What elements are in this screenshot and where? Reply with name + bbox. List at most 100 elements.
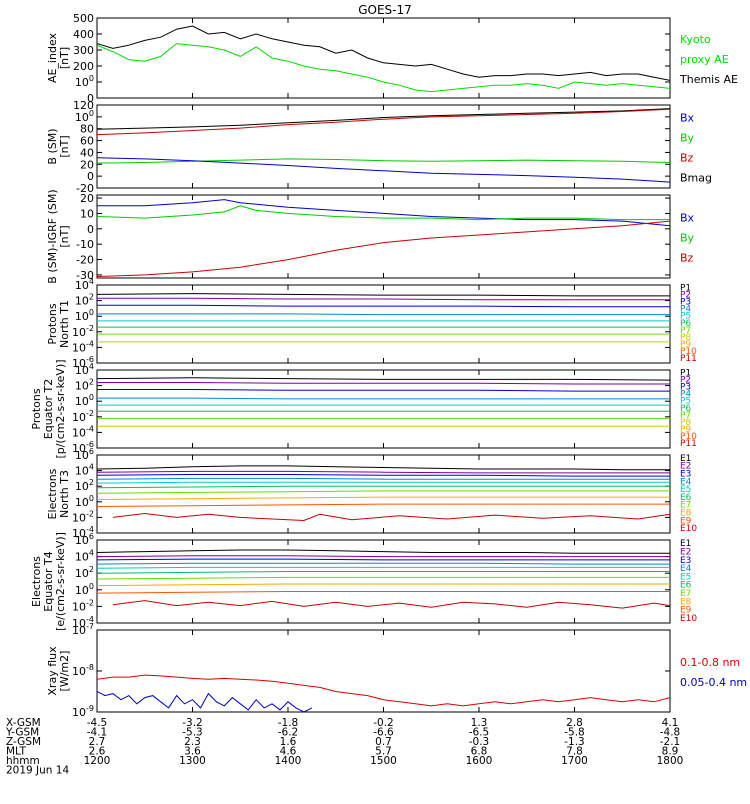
y-tick-label: 10-7 (72, 622, 94, 637)
series-line-by (97, 205, 670, 221)
series-line-p2 (97, 297, 670, 301)
y-tick-label: 0 (87, 170, 94, 183)
series-line-e4 (97, 562, 670, 565)
xaxis-row-value: 1400 (275, 755, 302, 767)
y-tick-label: 400 (73, 28, 94, 41)
series-line-e1 (97, 465, 670, 471)
y-axis-label: Electrons (30, 556, 43, 607)
series-line-p3 (97, 389, 670, 392)
legend-entry: P4 (680, 390, 691, 400)
xaxis-row-value: -4.5 (87, 717, 108, 729)
legend-entry: E3 (680, 469, 691, 479)
legend-entry: P9 (680, 340, 691, 350)
y-tick-label: 0 (87, 223, 94, 236)
legend-entry: E10 (680, 614, 697, 624)
legend-entry: P11 (680, 354, 697, 364)
y-axis-label: [nT] (58, 47, 71, 69)
legend-entry: P10 (680, 347, 697, 357)
xaxis-row-value: 4.6 (280, 746, 297, 758)
series-line-e10 (112, 512, 670, 522)
y-axis-label: [nT] (58, 225, 71, 247)
legend-entry: Bx (680, 112, 695, 125)
legend-entry: E9 (680, 606, 692, 616)
xaxis-row-value: -3.2 (182, 717, 203, 729)
y-tick-label: 10-2 (72, 509, 94, 524)
y-tick-label: 10-2 (72, 409, 94, 424)
panel-frame (96, 17, 671, 99)
panel-frame (96, 369, 671, 449)
xaxis-row-value: -6.6 (373, 727, 394, 739)
xaxis-row-value: 4.1 (662, 717, 679, 729)
legend-entry: P2 (680, 290, 691, 300)
legend-entry: E2 (680, 548, 691, 558)
xaxis-row-value: 1500 (370, 755, 397, 767)
series-line-e3 (97, 474, 670, 477)
legend-entry: P5 (680, 397, 691, 407)
y-tick-label: 104 (75, 549, 94, 564)
xaxis-row-value: 5.7 (375, 746, 392, 758)
legend-entry: Themis AE (679, 73, 738, 86)
series-line-e10 (112, 600, 670, 609)
xaxis-row-value: 3.6 (184, 746, 201, 758)
legend-entry: E2 (680, 462, 691, 472)
legend-entry: proxy AE (680, 53, 729, 66)
series-line-e9 (97, 591, 670, 594)
xaxis-row-label: Z-GSM (6, 736, 41, 748)
y-tick-label: 100 (75, 494, 94, 509)
y-tick-label: 104 (75, 277, 94, 292)
y-tick-label: 100 (75, 308, 94, 323)
legend-entry: E1 (680, 539, 691, 549)
series-line-e2 (97, 470, 670, 474)
series-line-e4 (97, 477, 670, 480)
legend-entry: P1 (680, 368, 691, 378)
y-tick-label: 200 (73, 60, 94, 73)
y-tick-label: 300 (73, 44, 94, 57)
y-tick-label: 80 (80, 123, 94, 136)
legend-entry: Kyoto (680, 33, 711, 46)
xaxis-row-value: -4.1 (87, 727, 108, 739)
y-tick-label: -20 (76, 182, 94, 195)
y-tick-label: 10-2 (72, 324, 94, 339)
legend-entry: E5 (680, 572, 691, 582)
xaxis-row-value: 2.3 (184, 736, 201, 748)
y-tick-label: 40 (80, 146, 94, 159)
y-axis-label: B (SM)-IGRF (SM) (46, 189, 59, 283)
series-line-e8 (97, 496, 670, 500)
y-tick-label: -10 (76, 238, 94, 251)
panel-frame (96, 194, 671, 279)
legend-entry: E3 (680, 556, 691, 566)
legend-entry: Bx (680, 212, 695, 225)
y-axis-label: North T3 (58, 470, 71, 518)
legend-entry: Bz (680, 252, 694, 265)
xaxis-row-value: 6.8 (471, 746, 488, 758)
legend-entry: Bz (680, 152, 694, 165)
series-line-p1 (97, 377, 670, 381)
xaxis-row-value: 1600 (466, 755, 493, 767)
y-tick-label: 102 (75, 565, 94, 580)
y-tick-label: 102 (75, 478, 94, 493)
legend-entry: E5 (680, 485, 691, 495)
xaxis-row-value: 1200 (84, 755, 111, 767)
legend-entry: E7 (680, 501, 691, 511)
xaxis-row-value: 1800 (657, 755, 684, 767)
xaxis-row-value: -2.1 (660, 736, 681, 748)
legend-entry: 0.05-0.4 nm (680, 676, 747, 689)
legend-entry: P8 (680, 333, 691, 343)
xaxis-row-value: -6.5 (469, 727, 490, 739)
y-tick-label: 10 (80, 207, 94, 220)
series-line-kyoto-proxy-ae (97, 43, 670, 93)
legend-entry: By (680, 132, 695, 145)
series-line-p3 (97, 304, 670, 308)
series-line-e5 (97, 566, 670, 569)
series-line-e6 (97, 571, 670, 574)
y-axis-label: Xray flux (46, 646, 59, 696)
y-tick-label: 102 (75, 293, 94, 308)
y-tick-label: 10-2 (72, 598, 94, 613)
xaxis-row-value: -1.8 (278, 717, 299, 729)
y-axis-label: Equator T4 (42, 551, 55, 611)
series-line-e2 (97, 555, 670, 558)
legend-entry: P2 (680, 375, 691, 385)
